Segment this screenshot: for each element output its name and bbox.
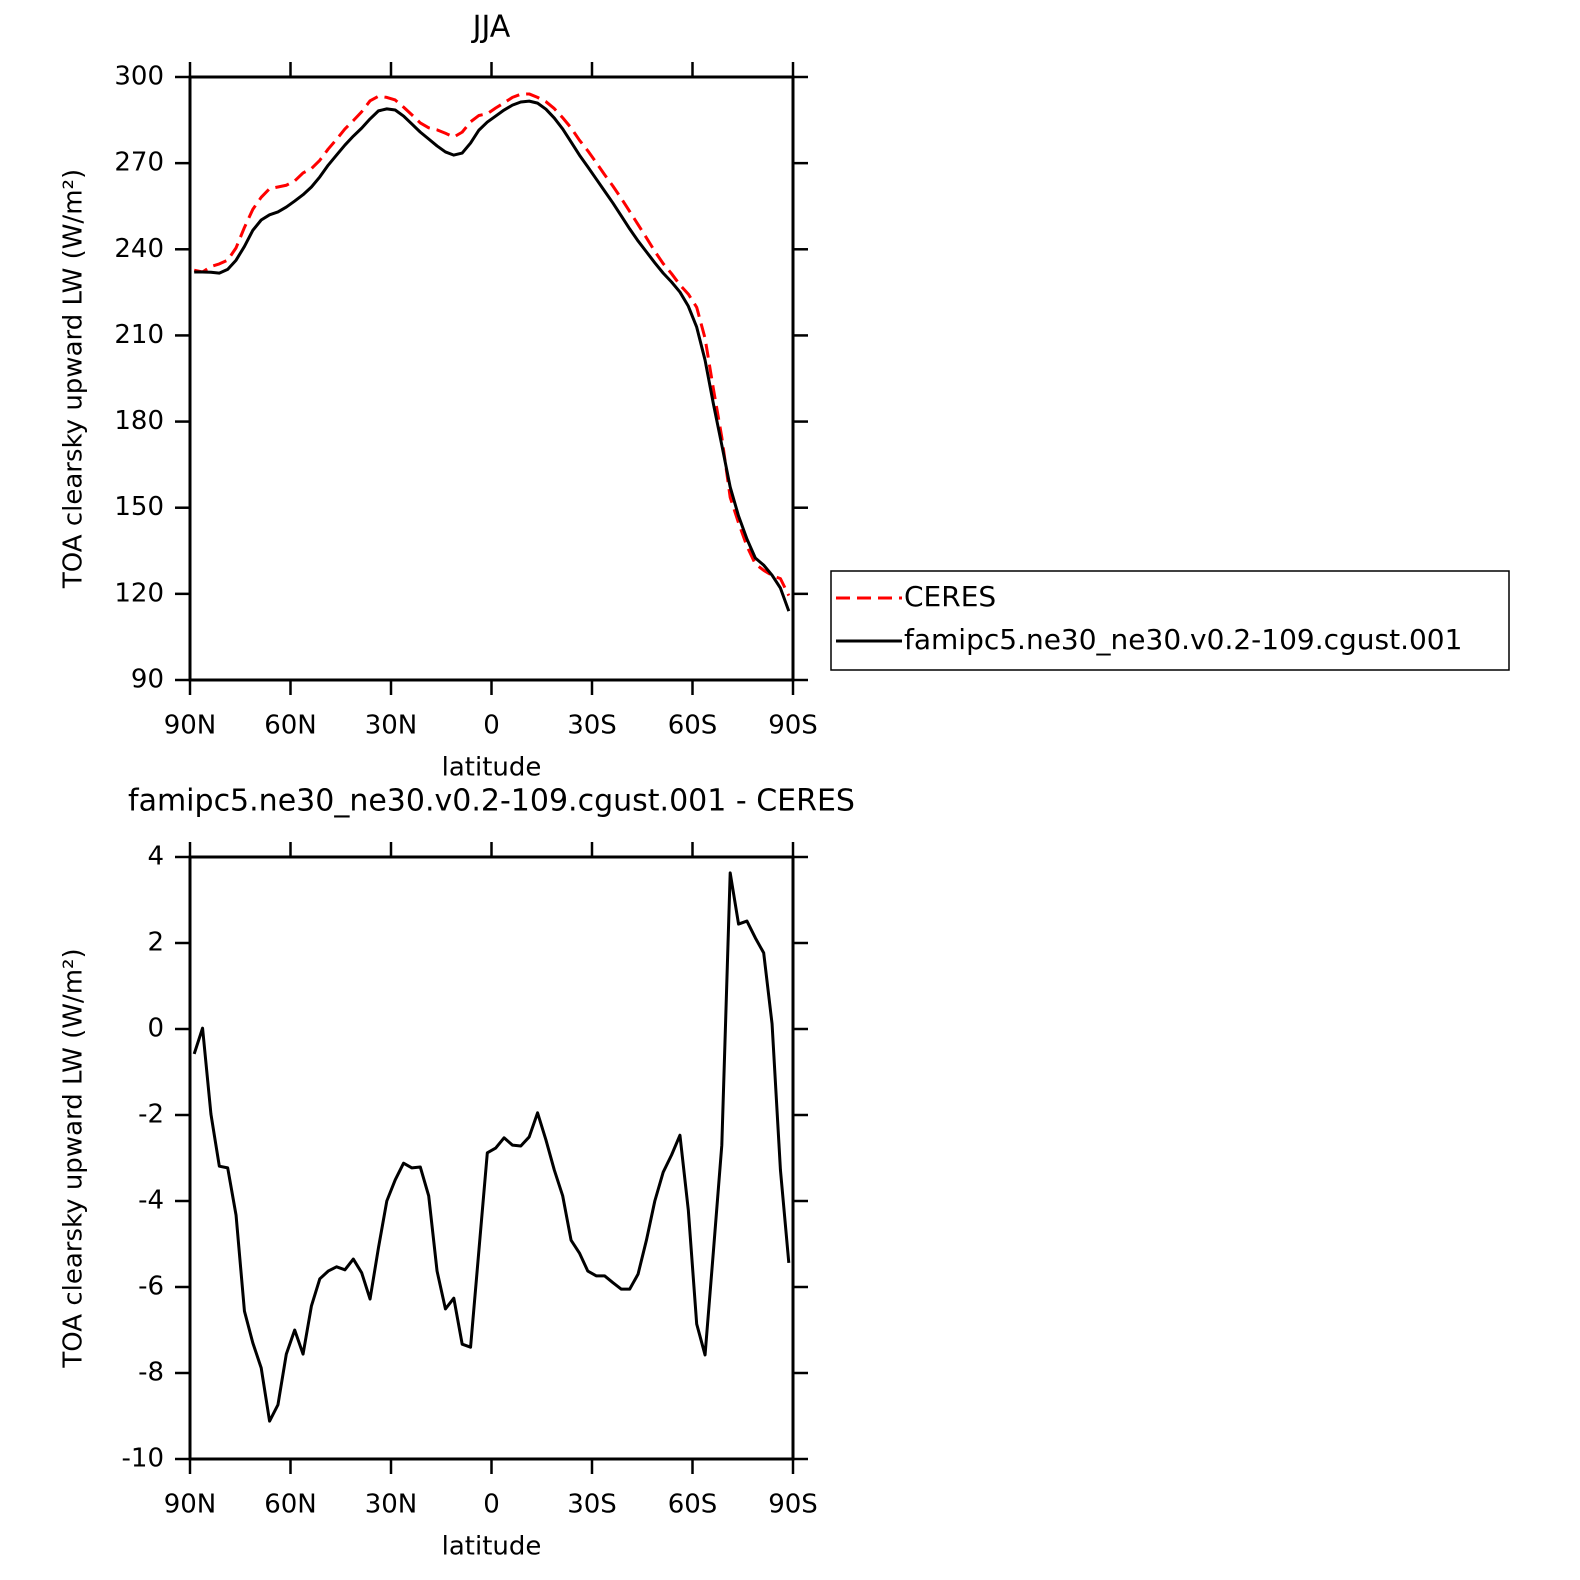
y-tick-label: -4 (138, 1186, 164, 1216)
x-tick-label: 90N (164, 711, 217, 741)
y-tick-label: 210 (114, 320, 164, 350)
x-tick-label: 60N (264, 1490, 317, 1520)
legend-box (830, 570, 1510, 671)
chart-title: JJA (471, 10, 511, 45)
chart-title: famipc5.ne30_ne30.v0.2-109.cgust.001 - C… (128, 784, 855, 819)
y-tick-label: -2 (138, 1100, 164, 1130)
x-tick-label: 0 (483, 1490, 500, 1520)
plot-frame (188, 855, 795, 1461)
y-tick-label: 150 (114, 492, 164, 522)
plot-frame (188, 75, 795, 682)
y-tick-label: 0 (147, 1014, 164, 1044)
x-tick-label: 30N (365, 711, 418, 741)
x-tick-label: 0 (483, 711, 500, 741)
x-tick-label: 60N (264, 711, 317, 741)
y-tick-label: -8 (138, 1358, 164, 1388)
y-tick-label: 270 (114, 148, 164, 178)
y-tick-label: 2 (147, 928, 164, 958)
y-tick-label: 300 (114, 62, 164, 92)
legend-label: CERES (904, 580, 996, 613)
data-line (194, 99, 791, 612)
y-tick-label: -10 (122, 1444, 164, 1474)
x-tick-label: 90N (164, 1490, 217, 1520)
y-tick-label: 180 (114, 406, 164, 436)
x-tick-label: 60S (668, 711, 718, 741)
y-tick-label: -6 (138, 1272, 164, 1302)
y-tick-label: 90 (131, 665, 164, 695)
x-tick-label: 30S (567, 1490, 617, 1520)
y-axis-label: TOA clearsky upward LW (W/m²) (59, 169, 89, 589)
legend: CERES famipc5.ne30_ne30.v0.2-109.cgust.00… (830, 570, 1510, 671)
x-axis-label: latitude (442, 753, 542, 783)
legend-label: famipc5.ne30_ne30.v0.2-109.cgust.001 (904, 623, 1462, 656)
y-tick-label: 240 (114, 234, 164, 264)
x-tick-label: 90S (768, 1490, 818, 1520)
y-tick-label: 4 (147, 842, 164, 872)
y-axis-label: TOA clearsky upward LW (W/m²) (59, 948, 89, 1368)
x-tick-label: 60S (668, 1490, 718, 1520)
x-tick-label: 30S (567, 711, 617, 741)
data-line (192, 871, 791, 1423)
y-tick-label: 120 (114, 578, 164, 608)
x-axis-label: latitude (442, 1532, 542, 1562)
x-tick-label: 30N (365, 1490, 418, 1520)
x-tick-label: 90S (768, 711, 818, 741)
data-line (193, 92, 791, 597)
